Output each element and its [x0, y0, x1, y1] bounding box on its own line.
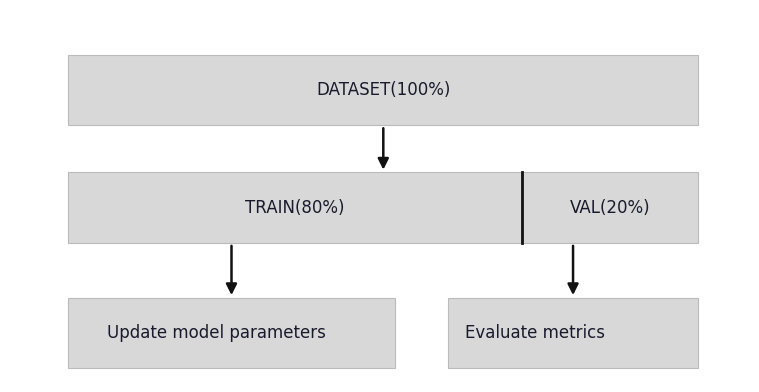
- Text: TRAIN(80%): TRAIN(80%): [245, 199, 345, 217]
- Bar: [68, 55, 698, 125]
- Bar: [68, 298, 395, 368]
- Text: Update model parameters: Update model parameters: [108, 324, 326, 342]
- Bar: [448, 298, 698, 368]
- Text: Evaluate metrics: Evaluate metrics: [465, 324, 606, 342]
- Bar: [68, 172, 698, 243]
- Text: DATASET(100%): DATASET(100%): [316, 81, 451, 99]
- Text: VAL(20%): VAL(20%): [570, 199, 650, 217]
